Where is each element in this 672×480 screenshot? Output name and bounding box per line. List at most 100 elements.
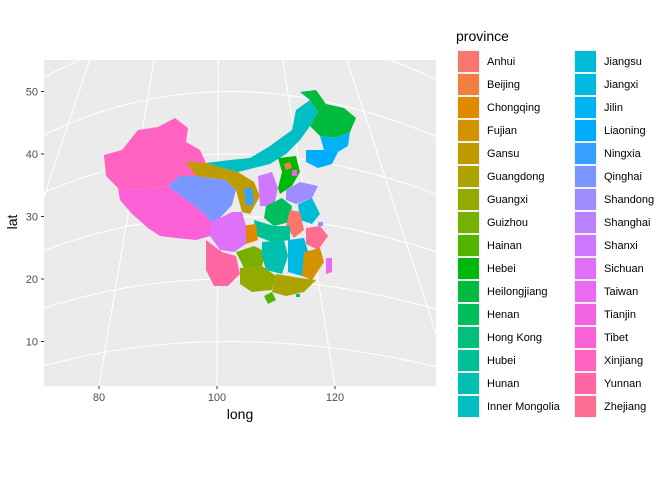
y-axis-title: lat — [4, 215, 20, 230]
legend-label: Sichuan — [604, 263, 644, 275]
legend-label: Chongqing — [487, 102, 540, 114]
province-liaoning — [306, 150, 338, 168]
legend-key — [458, 97, 479, 118]
legend-key — [575, 235, 596, 256]
province-jiangsu — [298, 198, 320, 224]
x-axis-title: long — [227, 406, 253, 422]
legend-label: Yunnan — [604, 378, 641, 390]
legend-label: Qinghai — [604, 171, 642, 183]
legend-key — [575, 327, 596, 348]
legend-label: Tianjin — [604, 309, 636, 321]
legend-label: Jiangxi — [604, 79, 638, 91]
province-henan — [264, 198, 292, 226]
legend-label: Shanghai — [604, 217, 651, 229]
y-tick-label: 50 — [26, 87, 38, 99]
province-hebei — [278, 156, 300, 194]
parallel-line — [44, 90, 436, 138]
legend-label: Fujian — [487, 125, 517, 137]
meridian-line — [346, 60, 436, 336]
legend-label: Taiwan — [604, 286, 638, 298]
province-tibet — [118, 186, 212, 240]
legend-key — [458, 373, 479, 394]
province-jilin — [320, 132, 350, 152]
legend-label: Jiangsu — [604, 56, 642, 68]
legend-key — [458, 120, 479, 141]
legend-key — [575, 350, 596, 371]
legend-label: Xinjiang — [604, 355, 643, 367]
legend-label: Hunan — [487, 378, 519, 390]
legend-key — [575, 166, 596, 187]
legend-key — [575, 189, 596, 210]
legend-label: Hubei — [487, 355, 516, 367]
province-fujian — [302, 248, 324, 280]
legend-key — [575, 396, 596, 417]
province-guangxi — [240, 266, 276, 292]
legend-key — [575, 74, 596, 95]
province-hainan — [264, 292, 276, 304]
province-guizhou — [236, 246, 266, 268]
province-gansu — [186, 162, 260, 214]
province-regions — [104, 90, 356, 304]
y-tick-label: 20 — [26, 274, 38, 286]
legend-key — [458, 350, 479, 371]
legend-label: Jilin — [604, 102, 623, 114]
legend-label: Shandong — [604, 194, 654, 206]
legend-label: Guangxi — [487, 194, 528, 206]
parallel-line — [44, 60, 436, 80]
legend-key — [458, 258, 479, 279]
legend-label: Inner Mongolia — [487, 401, 561, 413]
legend: Anhui Beijing Chongqing Fujian Gansu Guangdon… — [457, 50, 654, 418]
province-beijing — [284, 162, 292, 170]
legend-label: Zhejiang — [604, 401, 646, 413]
y-tick-label: 30 — [26, 212, 38, 224]
legend-title: province — [456, 28, 509, 44]
legend-key — [458, 396, 479, 417]
legend-key — [575, 281, 596, 302]
legend-label: Guangdong — [487, 171, 545, 183]
legend-key — [458, 304, 479, 325]
legend-label: Anhui — [487, 56, 515, 68]
legend-key — [458, 166, 479, 187]
legend-key — [458, 74, 479, 95]
legend-label: Liaoning — [604, 125, 646, 137]
legend-key — [575, 51, 596, 72]
province-qinghai — [168, 176, 236, 222]
province-hong-kong — [296, 294, 300, 297]
legend-label: Heilongjiang — [487, 286, 548, 298]
legend-key — [575, 258, 596, 279]
province-shandong — [286, 182, 318, 204]
x-tick-label: 120 — [326, 392, 344, 404]
x-tick-label: 80 — [93, 392, 105, 404]
meridian-line — [44, 60, 91, 200]
province-ningxia — [244, 188, 254, 206]
meridian-line — [98, 60, 155, 386]
legend-label: Henan — [487, 309, 519, 321]
province-inner-mongolia — [206, 100, 318, 172]
legend-key — [458, 51, 479, 72]
legend-key — [458, 189, 479, 210]
legend-key — [458, 327, 479, 348]
legend-key — [458, 212, 479, 233]
legend-key — [458, 143, 479, 164]
legend-label: Beijing — [487, 79, 520, 91]
x-axis-ticks: 80 100 120 — [93, 386, 344, 404]
legend-label: Ningxia — [604, 148, 642, 160]
parallel-line — [44, 340, 436, 368]
legend-label: Shanxi — [604, 240, 638, 252]
legend-key — [575, 212, 596, 233]
province-hunan — [262, 240, 288, 274]
province-heilongjiang — [300, 90, 356, 138]
province-anhui — [286, 210, 304, 238]
legend-key — [458, 235, 479, 256]
province-yunnan — [206, 240, 240, 286]
legend-label: Hainan — [487, 240, 522, 252]
y-axis-ticks: 10 20 30 40 50 — [26, 87, 44, 349]
province-shanxi — [258, 172, 278, 206]
legend-key — [575, 120, 596, 141]
province-zhejiang — [306, 226, 328, 250]
legend-key — [575, 97, 596, 118]
legend-key — [575, 373, 596, 394]
province-taiwan — [326, 258, 332, 274]
y-tick-label: 10 — [26, 337, 38, 349]
